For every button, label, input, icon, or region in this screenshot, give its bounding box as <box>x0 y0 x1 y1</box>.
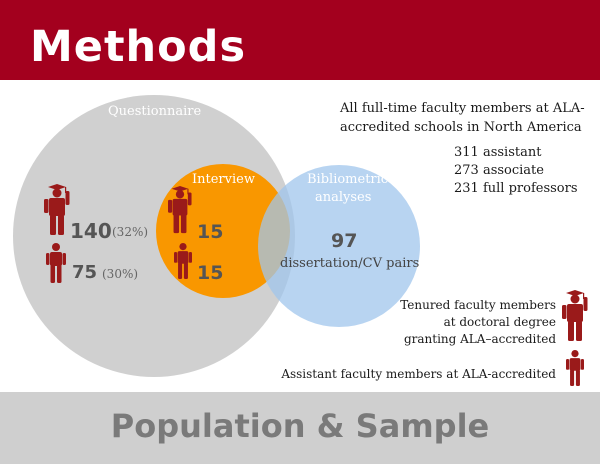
interview-assistant-count: 15 <box>197 262 224 284</box>
interview-tenured-count: 15 <box>197 221 224 243</box>
questionnaire-label: Questionnaire <box>108 104 202 119</box>
population-line1: All full-time faculty members at ALA- <box>340 101 585 116</box>
tenured-faculty-icon <box>44 184 70 235</box>
footer-title: Population & Sample <box>110 407 490 445</box>
bibliometric-label-line2: analyses <box>315 190 372 205</box>
page-title: Methods <box>30 22 247 72</box>
bibliometric-label-line1: Bibliometric <box>307 172 389 187</box>
bibliometric-count: 97 <box>331 230 358 252</box>
interview-assistant-icon <box>174 243 192 279</box>
questionnaire-tenured-pct: (32%) <box>112 225 149 239</box>
footer-banner <box>0 392 600 464</box>
legend-assistant-icon <box>566 350 584 386</box>
legend-tenured-icon <box>562 290 588 341</box>
questionnaire-assistant-count: 75 <box>72 262 98 283</box>
legend-tenured-line3: granting ALA–accredited <box>403 332 556 346</box>
legend-tenured-line1: Tenured faculty members <box>400 298 556 312</box>
rank-associate: 273 associate <box>454 163 544 178</box>
assistant-faculty-icon <box>46 243 66 283</box>
header-banner <box>0 0 600 80</box>
legend-assistant: Assistant faculty members at ALA-accredi… <box>281 367 556 381</box>
questionnaire-tenured-count: 140 <box>70 219 112 243</box>
bibliometric-circle <box>258 165 420 327</box>
questionnaire-assistant-pct: (30%) <box>102 267 139 281</box>
legend-tenured-line2: at doctoral degree <box>443 315 556 329</box>
rank-assistant: 311 assistant <box>454 145 542 160</box>
population-line2: accredited schools in North America <box>340 120 582 135</box>
interview-label: Interview <box>192 172 255 187</box>
bibliometric-desc: dissertation/CV pairs <box>280 256 420 271</box>
rank-full: 231 full professors <box>454 181 578 196</box>
interview-tenured-icon <box>168 186 192 234</box>
